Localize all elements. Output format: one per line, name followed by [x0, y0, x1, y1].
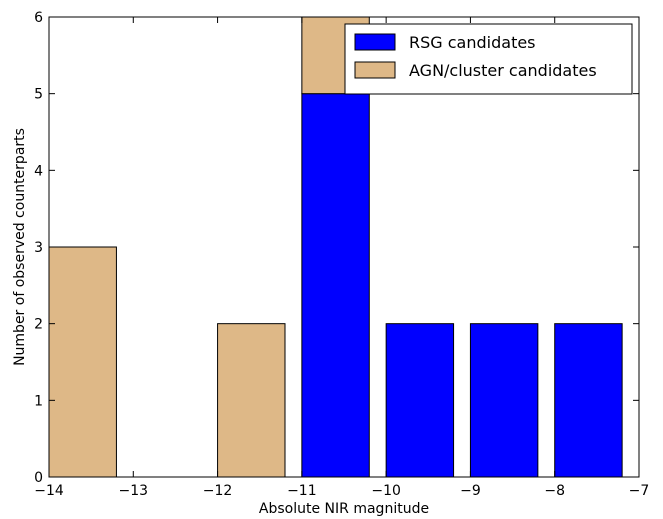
bar-rsg-3: [554, 323, 623, 478]
y-tick-label: 5: [34, 87, 43, 103]
y-tick-label: 4: [34, 163, 43, 179]
y-axis-label: Number of observed counterparts: [12, 128, 28, 366]
y-tick-label: 6: [34, 10, 43, 26]
bar-agn-0: [48, 246, 117, 478]
legend-swatch: [354, 61, 396, 79]
x-tick-label: −14: [34, 483, 64, 499]
bars-layer: [48, 16, 623, 478]
x-axis-label: Absolute NIR magnitude: [259, 501, 429, 517]
x-tick-label: −13: [119, 483, 149, 499]
y-tick-label: 3: [34, 240, 43, 256]
x-tick-label: −10: [371, 483, 401, 499]
x-tick-label: −11: [287, 483, 317, 499]
x-tick-label: −9: [460, 483, 481, 499]
y-tick-label: 0: [34, 470, 43, 486]
x-tick-label: −8: [544, 483, 565, 499]
bar-rsg-2: [469, 323, 539, 478]
bar-agn-1: [217, 323, 286, 478]
legend: RSG candidates AGN/cluster candidates: [344, 23, 633, 95]
legend-label: RSG candidates: [409, 33, 536, 52]
bar-rsg-0: [301, 93, 370, 478]
x-tick-label: −12: [203, 483, 233, 499]
y-tick-label: 2: [34, 317, 43, 333]
legend-swatch: [354, 33, 396, 51]
legend-label: AGN/cluster candidates: [409, 61, 597, 80]
ticks-layer: −14 −13 −12 −11 −10 −9 −8 −7 0 1 2 3 4 5 6: [34, 10, 649, 499]
y-tick-label: 1: [34, 393, 43, 409]
bar-rsg-1: [385, 323, 455, 478]
x-tick-label: −7: [629, 483, 650, 499]
